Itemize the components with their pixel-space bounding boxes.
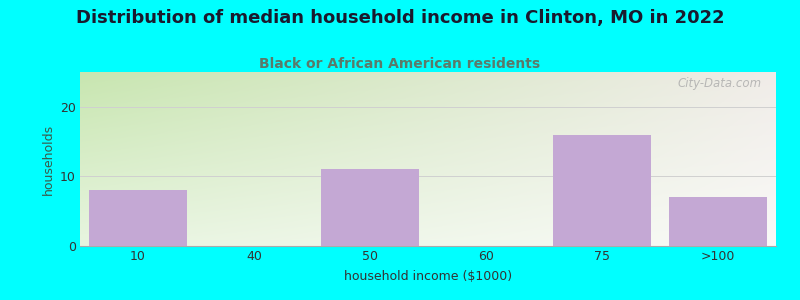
Bar xyxy=(553,135,651,246)
X-axis label: household income ($1000): household income ($1000) xyxy=(344,270,512,283)
Bar xyxy=(669,197,767,246)
Text: City-Data.com: City-Data.com xyxy=(678,77,762,90)
Bar xyxy=(321,169,419,246)
Bar xyxy=(89,190,187,246)
Text: Distribution of median household income in Clinton, MO in 2022: Distribution of median household income … xyxy=(76,9,724,27)
Text: Black or African American residents: Black or African American residents xyxy=(259,57,541,71)
Y-axis label: households: households xyxy=(42,123,54,195)
